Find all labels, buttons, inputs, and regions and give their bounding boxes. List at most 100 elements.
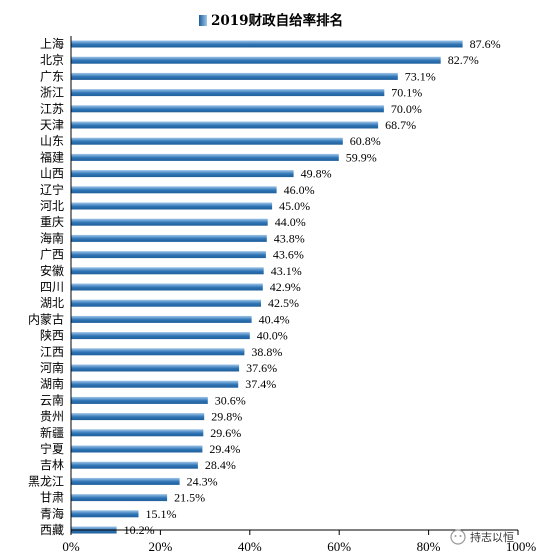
category-label: 湖北 [40, 295, 64, 310]
value-label: 44.0% [275, 215, 306, 229]
category-label: 湖南 [40, 376, 64, 391]
value-label: 21.5% [174, 491, 205, 505]
bar [71, 105, 384, 113]
category-label: 重庆 [40, 215, 64, 229]
bar [71, 56, 441, 64]
wechat-icon [450, 529, 466, 545]
bar [71, 186, 277, 194]
bar [71, 494, 168, 502]
category-label: 山东 [40, 134, 64, 148]
category-label: 陕西 [40, 328, 64, 343]
watermark-text: 持志以恒 [470, 530, 514, 544]
bar [71, 267, 264, 275]
value-label: 42.5% [268, 296, 299, 310]
value-label: 38.8% [251, 345, 282, 359]
bar [71, 396, 208, 404]
value-label: 40.0% [257, 329, 288, 343]
value-label: 15.1% [146, 507, 177, 521]
bar [71, 72, 398, 80]
category-label: 上海 [40, 36, 64, 51]
category-label: 山西 [40, 167, 64, 181]
category-labels: 上海北京广东浙江江苏天津山东福建山西辽宁河北重庆海南广西安徽四川湖北内蒙古陕西江… [28, 36, 64, 537]
bar [71, 461, 198, 469]
value-label: 70.0% [391, 102, 422, 116]
category-label: 浙江 [40, 86, 64, 100]
category-label: 青海 [40, 506, 64, 521]
category-label: 海南 [40, 230, 64, 245]
category-label: 福建 [40, 149, 64, 164]
bar [71, 218, 268, 226]
value-label: 28.4% [205, 458, 236, 472]
value-label: 43.8% [274, 231, 305, 245]
bar [71, 283, 263, 291]
bar [71, 89, 385, 97]
value-label: 46.0% [284, 183, 315, 197]
value-label: 37.4% [245, 377, 276, 391]
bar [71, 477, 180, 485]
value-label: 73.1% [405, 69, 436, 83]
x-tick-label: 60% [327, 539, 351, 554]
chart-title: 2019财政自给率排名 [199, 12, 343, 29]
bar [71, 413, 205, 421]
value-labels: 87.6% 82.7% 73.1% 70.1% 70.0% 68.7% 60.8% 59.9%… [124, 37, 501, 537]
bar [71, 299, 261, 307]
bar [71, 121, 379, 129]
category-label: 江西 [40, 345, 64, 359]
category-label: 天津 [40, 118, 64, 132]
category-label: 吉林 [40, 458, 64, 472]
bar [71, 315, 252, 323]
bar [71, 40, 463, 48]
category-label: 新疆 [40, 425, 64, 440]
wechat-icon-dot [454, 535, 457, 537]
bar [71, 429, 204, 437]
value-label: 29.6% [210, 426, 241, 440]
value-label: 29.8% [211, 410, 242, 424]
bar [71, 137, 343, 145]
legend-swatch [199, 15, 207, 26]
x-tick-label: 40% [238, 539, 262, 554]
category-label: 贵州 [40, 410, 64, 424]
category-label: 河北 [40, 199, 64, 213]
category-label: 甘肃 [40, 491, 64, 505]
value-label: 43.6% [273, 248, 304, 262]
chart-title-text: 2019财政自给率排名 [211, 12, 343, 29]
category-label: 河南 [40, 360, 64, 375]
category-label: 宁夏 [40, 441, 64, 456]
category-label: 四川 [40, 280, 64, 294]
bar [71, 170, 294, 178]
value-label: 42.9% [270, 280, 301, 294]
value-label: 49.8% [301, 167, 332, 181]
bar [71, 251, 266, 259]
bar [71, 510, 139, 518]
value-label: 70.1% [391, 86, 422, 100]
bar [71, 445, 203, 453]
value-label: 87.6% [470, 37, 501, 51]
bar [71, 332, 250, 340]
category-label: 江苏 [40, 102, 64, 116]
category-label: 辽宁 [40, 182, 64, 197]
value-label: 68.7% [385, 118, 416, 132]
category-label: 安徽 [40, 263, 64, 278]
watermark: 持志以恒 [450, 529, 514, 545]
value-label: 59.9% [346, 150, 377, 164]
category-label: 内蒙古 [28, 311, 64, 326]
category-label: 北京 [40, 53, 64, 67]
category-label: 广东 [40, 69, 64, 83]
bar [71, 364, 240, 372]
x-tick-label: 20% [148, 539, 172, 554]
x-axis-ticks: 0% 20% 40% 60% 80% 100% [62, 530, 536, 554]
x-tick-label: 100% [506, 539, 537, 554]
value-label: 82.7% [448, 53, 479, 67]
bar [71, 380, 239, 388]
value-label: 30.6% [215, 393, 246, 407]
value-label: 60.8% [350, 134, 381, 148]
bar [71, 348, 245, 356]
bar [71, 153, 339, 161]
value-label: 43.1% [271, 264, 302, 278]
value-label: 40.4% [259, 312, 290, 326]
category-label: 西藏 [40, 523, 64, 537]
x-tick-label: 0% [62, 539, 80, 554]
value-label: 29.4% [209, 442, 240, 456]
